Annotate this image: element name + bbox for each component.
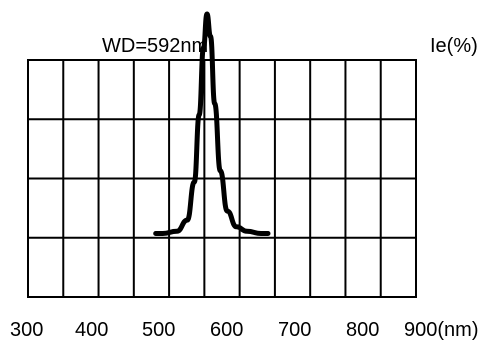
annotation-background	[100, 32, 238, 58]
x-tick-label: 800	[346, 319, 379, 341]
x-tick-label: 900(nm)	[404, 319, 478, 341]
x-tick-label: 500	[142, 319, 175, 341]
wavelength-annotation: WD=592nm	[102, 35, 208, 57]
x-tick-label: 300	[10, 319, 43, 341]
spectrum-curve	[153, 11, 271, 237]
y-axis-label: Ie(%)	[430, 35, 478, 57]
series-layer	[153, 11, 271, 237]
x-tick-label: 700	[278, 319, 311, 341]
grid	[27, 32, 417, 298]
x-tick-label: 600	[210, 319, 243, 341]
x-tick-labels: 300 400 500 600 700 800 900(nm)	[10, 319, 478, 341]
x-tick-label: 400	[75, 319, 108, 341]
